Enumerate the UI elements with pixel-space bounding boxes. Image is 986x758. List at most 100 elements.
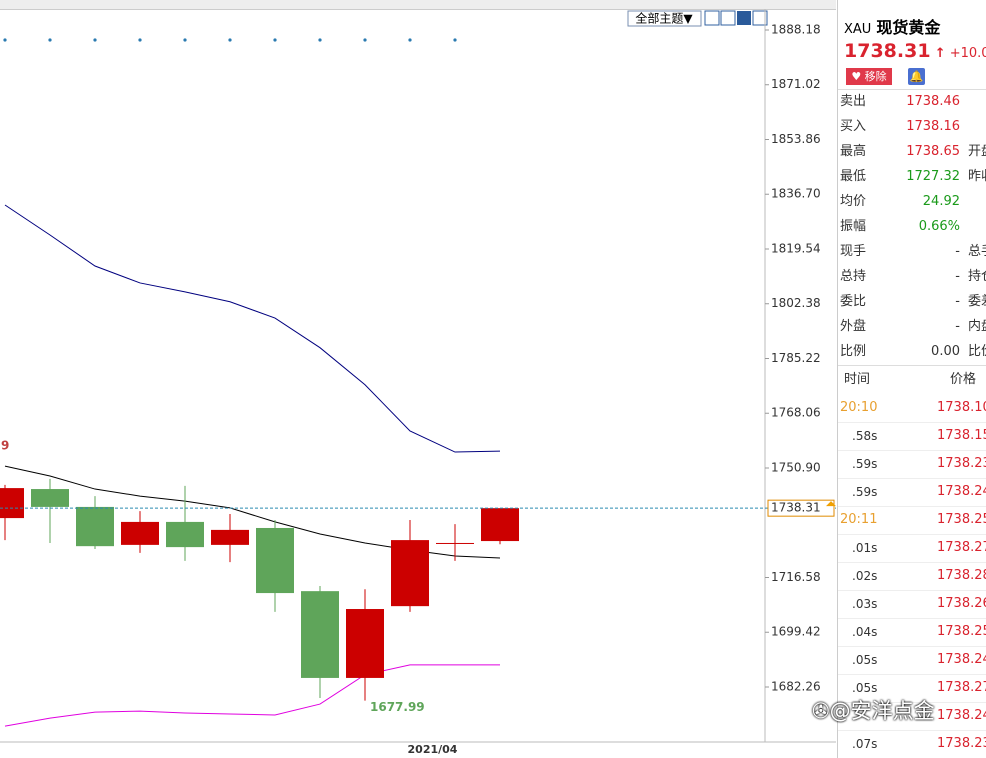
quote-row: 均价 24.92 (838, 189, 986, 214)
y-tick-label: 1750.90 (771, 460, 821, 474)
trade-price: 1738.27 (937, 540, 986, 555)
quote-label-2: 总手 (968, 244, 986, 259)
candle-body (481, 508, 519, 542)
trade-row: .05s 1738.27 (838, 674, 986, 703)
y-tick-label: 1716.58 (771, 570, 821, 584)
quote-value: - (955, 269, 960, 284)
quote-label: 卖出 (840, 94, 867, 109)
quote-value: 1738.16 (906, 119, 960, 134)
marker-dot (363, 38, 367, 42)
trade-row: .59s 1738.24 (838, 478, 986, 507)
symbol: XAU (844, 22, 872, 37)
quote-value: 1738.65 (906, 144, 960, 159)
quote-value: - (955, 244, 960, 259)
remove-button[interactable]: ♥ 移除 (846, 68, 892, 85)
marker-dot (228, 38, 232, 42)
trade-header-time: 时间 (844, 372, 871, 387)
quote-value: 0.66% (918, 219, 960, 234)
trade-header-price: 价格 (950, 372, 977, 387)
quote-row: 委比 -委差 (838, 289, 986, 314)
tool-icon[interactable] (720, 10, 736, 26)
bell-button[interactable]: 🔔 (908, 68, 925, 85)
theme-button[interactable] (627, 10, 702, 27)
quote-value: - (955, 319, 960, 334)
candle-body (391, 540, 429, 607)
tool-icon[interactable] (752, 10, 768, 26)
trade-row: .59s 1738.23 (838, 450, 986, 479)
y-tick-label: 1819.54 (771, 241, 821, 255)
y-tick-label: 1802.38 (771, 296, 821, 310)
trade-price: 1738.25 (937, 624, 986, 639)
quote-label: 最低 (840, 169, 867, 184)
marker-dot (48, 38, 52, 42)
remove-label[interactable]: 移除 (864, 70, 887, 83)
marker-dot (408, 38, 412, 42)
quote-row: 总持 -持仓 (838, 264, 986, 289)
trade-time: .02s (852, 569, 878, 583)
trade-time: .07s (852, 737, 878, 751)
change: +10.01 (949, 46, 986, 61)
trade-row: .58s 1738.15 (838, 422, 986, 451)
y-tick-label: 1888.18 (771, 22, 821, 36)
marker-dot (273, 38, 277, 42)
tool-icon[interactable] (704, 10, 720, 26)
candle-body (346, 609, 384, 678)
candle-body (436, 542, 474, 544)
quote-label: 总持 (840, 269, 867, 284)
trade-price: 1738.26 (937, 596, 986, 611)
candle-body (121, 521, 159, 545)
quote-row: 振幅 0.66% (838, 214, 986, 239)
trade-price: 1738.25 (937, 512, 986, 527)
marker-dot (138, 38, 142, 42)
y-tick-label: 1768.06 (771, 406, 821, 420)
trade-price: 1738.15 (937, 428, 986, 443)
quote-label: 外盘 (840, 319, 867, 334)
trade-row: .05s 1738.24 (838, 646, 986, 675)
tool-icon[interactable] (737, 11, 751, 25)
theme-button-label[interactable]: 全部主题▼ (635, 11, 693, 26)
quote-label-2: 内盘 (968, 319, 986, 334)
y-tick-label: 1699.42 (771, 625, 821, 639)
watermark: ✇@安洋点金 (812, 699, 935, 723)
trade-time: 20:10 (840, 400, 878, 415)
trade-time: .59s (852, 485, 878, 499)
trade-row: 20:10 1738.10 (838, 394, 986, 423)
trade-row: .01s 1738.27 (838, 534, 986, 563)
marker-dot (93, 38, 97, 42)
candle-body (31, 489, 69, 507)
arrow: ↑ (934, 46, 946, 61)
quote-row: 最高 1738.65 开盘 (838, 139, 986, 164)
marker-dot (453, 38, 457, 42)
trade-time: .59s (852, 457, 878, 471)
candle-body (256, 527, 294, 594)
watermark-text: @安洋点金 (829, 699, 935, 723)
indicator-line (4, 664, 500, 727)
x-label: 2021/04 (408, 743, 458, 756)
quote-label-2: 委差 (968, 294, 986, 309)
quote-row: 卖出 1738.46 (838, 89, 986, 114)
candle-body (76, 506, 114, 547)
trade-time: .03s (852, 597, 878, 611)
candle-body (0, 488, 24, 519)
trade-price: 1738.24 (937, 484, 986, 499)
y-tick-label: 1853.86 (771, 132, 821, 146)
trade-time: .05s (852, 653, 878, 667)
last-price-arrow (826, 501, 836, 507)
candle-body (166, 521, 204, 548)
top-tabs (0, 0, 836, 10)
quote-value: 0.00 (931, 344, 960, 359)
price-line: 1738.31 ↑ +10.01 (844, 40, 986, 62)
divider (838, 89, 986, 90)
trade-row: .03s 1738.26 (838, 590, 986, 619)
quote-label: 均价 (840, 194, 867, 209)
trade-price: 1738.28 (937, 568, 986, 583)
name: 现货黄金 (876, 18, 941, 37)
quote-label: 最高 (840, 144, 867, 159)
indicator-line (4, 204, 501, 453)
marker-dot (318, 38, 322, 42)
quote-row: 比例 0.00 比价 (838, 339, 986, 364)
last-price-label: 1738.31 (771, 501, 821, 515)
trade-row: .07s 1738.23 (838, 730, 986, 758)
quote-value: 24.92 (922, 194, 960, 209)
